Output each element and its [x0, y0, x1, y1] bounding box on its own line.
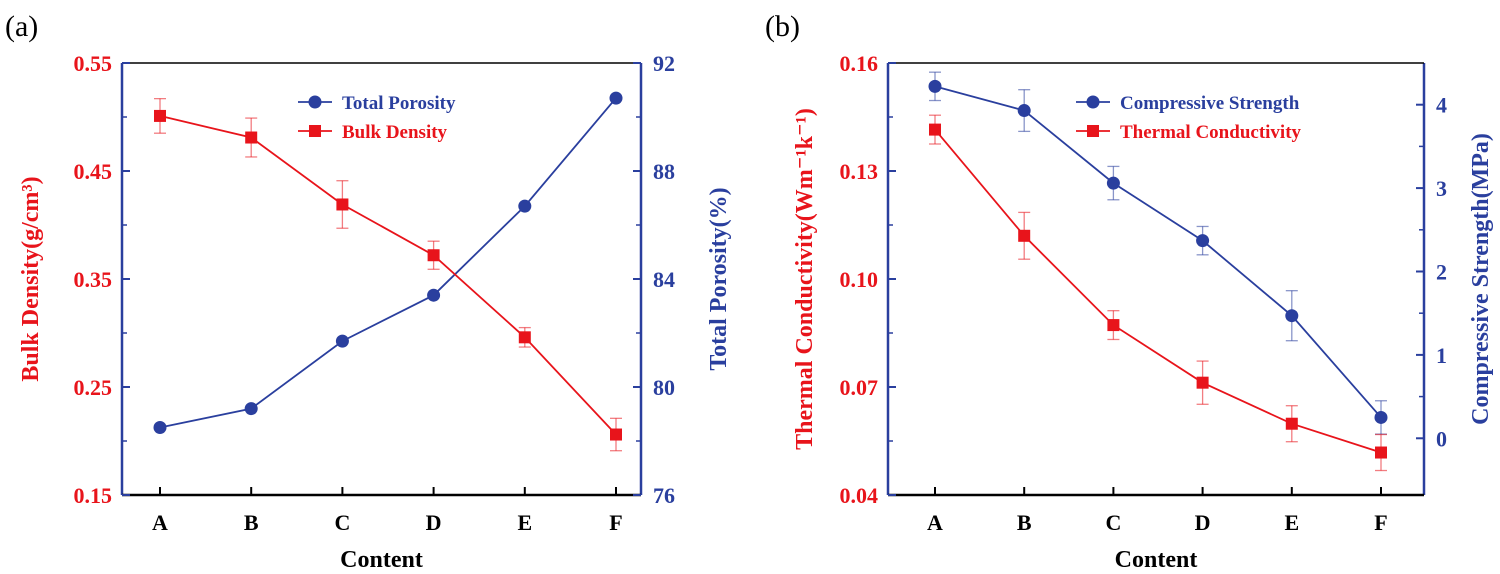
left-y-tick-label: 0.45	[74, 159, 113, 184]
x-tick-label: A	[152, 510, 168, 535]
bulk-density-point	[610, 428, 622, 441]
legend-marker-square	[1087, 125, 1099, 137]
compressive-strength-point	[1106, 176, 1120, 190]
left-y-tick-label: 0.04	[840, 483, 879, 508]
left-y-tick-label: 0.35	[74, 267, 113, 292]
legend-marker-circle	[308, 95, 322, 109]
thermal-conductivity-point	[1285, 417, 1298, 430]
legend-label: Bulk Density	[342, 122, 448, 143]
x-tick-label: F	[1374, 510, 1387, 535]
right-y-tick-label: 76	[653, 483, 675, 508]
bulk-density-point	[245, 131, 258, 144]
right-y-tick-label: 88	[653, 159, 675, 184]
x-axis-title: Content	[1115, 547, 1198, 573]
right-y-tick-label: 0	[1436, 426, 1447, 451]
right-y-axis-title: Total Porosity(%)	[706, 187, 732, 370]
x-tick-label: E	[1284, 510, 1299, 535]
compressive-strength-line	[934, 85, 1382, 419]
legend-marker-circle	[1086, 95, 1100, 109]
compressive-strength-point	[1017, 104, 1031, 118]
chart-panel-b: (b) 0.04 0.07 0.10 0.13 0.16 0 1 2 3 4 A B C D E F Conten…	[765, 10, 1494, 573]
total-porosity-point	[518, 199, 532, 213]
total-porosity-line	[159, 97, 617, 429]
panel-label: (b)	[765, 10, 800, 43]
bulk-density-point	[336, 198, 349, 211]
legend-label: Compressive Strength	[1120, 93, 1300, 114]
thermal-conductivity-point	[1107, 319, 1120, 332]
compressive-strength-point	[1374, 410, 1388, 424]
compressive-strength-point	[1196, 234, 1210, 248]
x-tick-label: E	[517, 510, 532, 535]
total-porosity-point	[427, 288, 441, 302]
thermal-conductivity-point	[1018, 229, 1031, 242]
left-y-axis-title: Thermal Conductivity(Wm⁻¹k⁻¹)	[792, 108, 818, 450]
right-y-tick-label: 3	[1436, 176, 1447, 201]
left-y-axis-title: Bulk Density(g/cm³)	[18, 176, 44, 381]
total-porosity-point	[335, 334, 349, 348]
total-porosity-point	[153, 421, 167, 434]
bulk-density-point	[518, 331, 531, 344]
legend-label: Total Porosity	[342, 93, 456, 114]
right-y-tick-label: 1	[1436, 343, 1447, 368]
x-tick-label: F	[609, 510, 622, 535]
thermal-conductivity-point	[1196, 376, 1209, 389]
thermal-conductivity-point	[929, 123, 941, 136]
right-y-tick-label: 84	[653, 267, 675, 292]
bulk-density-point	[154, 109, 166, 122]
thermal-conductivity-point	[1375, 446, 1387, 459]
x-tick-label: C	[1105, 510, 1121, 535]
x-tick-label: B	[1017, 510, 1032, 535]
left-y-tick-label: 0.15	[74, 483, 113, 508]
right-y-axis-title: Compressive Strength(MPa)	[1468, 133, 1494, 425]
legend-label: Thermal Conductivity	[1120, 122, 1302, 143]
panel-label: (a)	[5, 10, 38, 43]
right-y-tick-label: 2	[1436, 259, 1447, 284]
x-tick-label: C	[334, 510, 350, 535]
left-y-tick-label: 0.25	[74, 375, 113, 400]
thermal-conductivity-line	[934, 129, 1382, 454]
right-y-tick-label: 92	[653, 51, 675, 76]
x-tick-label: B	[244, 510, 259, 535]
x-tick-label: D	[1195, 510, 1211, 535]
left-y-tick-label: 0.13	[840, 159, 879, 184]
compressive-strength-point	[928, 79, 942, 93]
right-y-tick-label: 4	[1436, 93, 1447, 118]
total-porosity-point	[609, 91, 623, 105]
bulk-density-point	[427, 249, 440, 262]
left-y-tick-label: 0.16	[840, 51, 879, 76]
left-y-tick-label: 0.10	[840, 267, 879, 292]
chart-panel-a: (a) 0.15 0.25 0.35 0.45 0.55 76 80 84 88 92 A B C D E F C…	[5, 10, 732, 573]
x-tick-label: A	[927, 510, 943, 535]
right-y-tick-label: 80	[653, 375, 675, 400]
left-y-tick-label: 0.55	[74, 51, 113, 76]
compressive-strength-point	[1285, 309, 1299, 323]
bulk-density-line	[159, 115, 617, 436]
total-porosity-point	[244, 402, 258, 416]
x-axis-title: Content	[340, 547, 423, 573]
legend-marker-square	[309, 125, 321, 137]
left-y-tick-label: 0.07	[840, 375, 879, 400]
x-tick-label: D	[426, 510, 442, 535]
